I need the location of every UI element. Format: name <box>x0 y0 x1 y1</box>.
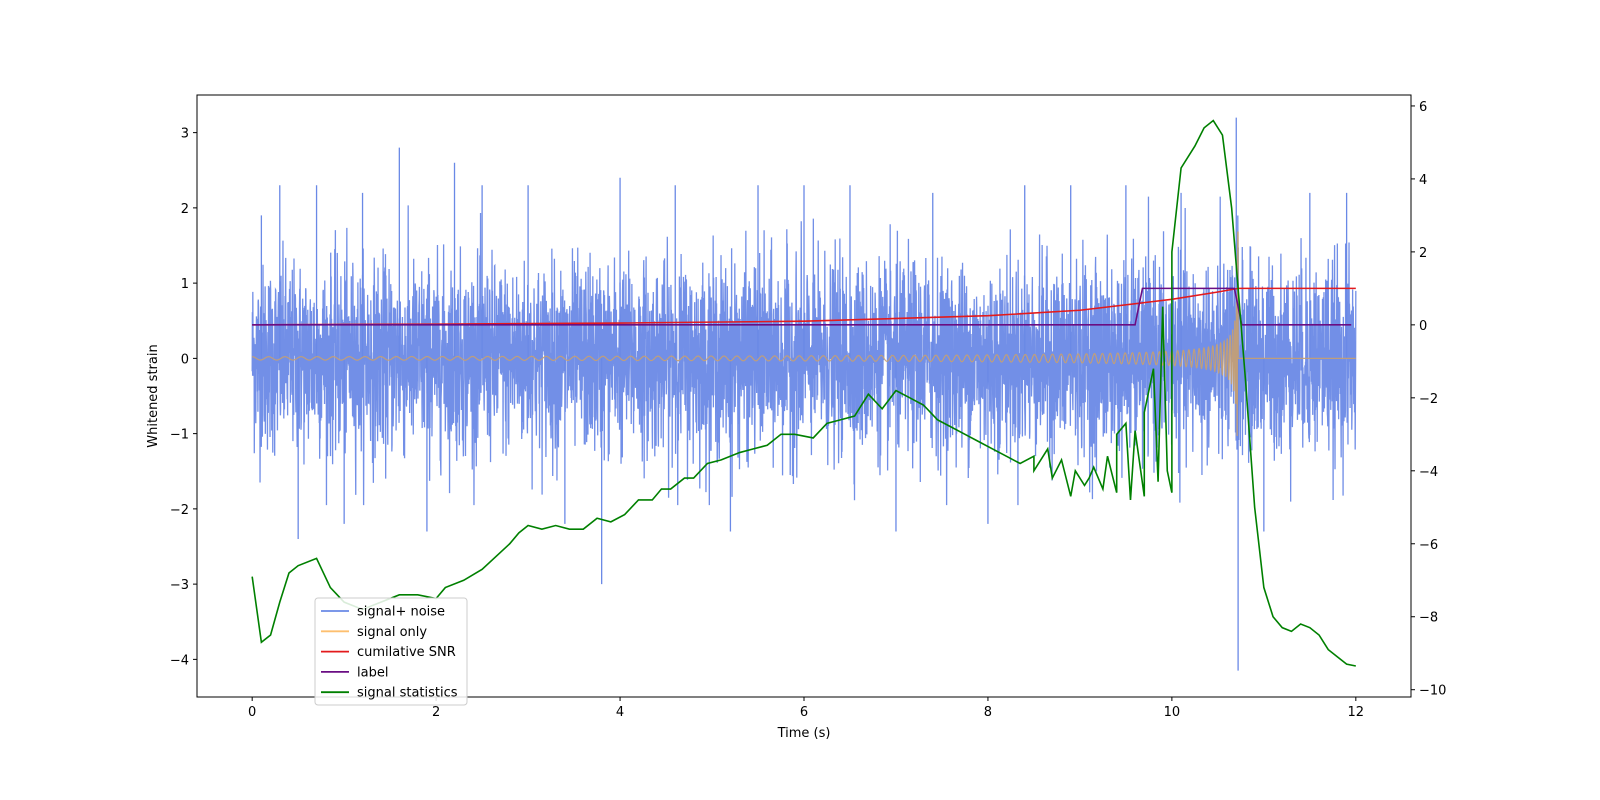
y-tick-label: −4 <box>170 653 189 668</box>
x-tick-label: 12 <box>1348 705 1365 720</box>
y2-tick-label: 0 <box>1419 319 1427 334</box>
y2-axis-ticks: −10 −8 −6 −4 −2 0 2 4 6 <box>1411 100 1446 699</box>
y2-tick-label: −8 <box>1419 611 1438 626</box>
series-signal-statistics <box>251 119 1356 667</box>
legend-label: signal only <box>357 625 427 640</box>
legend-label: signal+ noise <box>357 605 445 620</box>
x-tick-label: 10 <box>1164 705 1181 720</box>
y-tick-label: 2 <box>181 202 189 217</box>
x-tick-label: 0 <box>248 705 256 720</box>
legend-label: label <box>357 665 388 680</box>
y-axis-ticks: −4 −3 −2 −1 0 1 2 3 <box>170 127 197 668</box>
x-tick-label: 4 <box>616 705 624 720</box>
y2-tick-label: −10 <box>1419 684 1446 699</box>
y-tick-label: −2 <box>170 503 189 518</box>
legend: signal+ noise signal only cumilative SNR la… <box>314 597 468 706</box>
series-label <box>252 287 1352 326</box>
y2-tick-label: 4 <box>1419 173 1427 188</box>
x-tick-label: 2 <box>432 705 440 720</box>
legend-label: signal statistics <box>357 686 458 701</box>
legend-label: cumilative SNR <box>357 645 456 660</box>
legend-box <box>314 597 468 706</box>
y2-tick-label: 2 <box>1419 246 1427 261</box>
y-tick-label: 1 <box>181 277 189 292</box>
y2-tick-label: −2 <box>1419 392 1438 407</box>
y2-tick-label: 6 <box>1419 100 1427 115</box>
right-axis-series-layer <box>251 119 1356 667</box>
y2-tick-label: −4 <box>1419 465 1438 480</box>
series-cumilative-snr <box>252 287 1356 326</box>
y-tick-label: 3 <box>181 127 189 142</box>
x-tick-label: 6 <box>800 705 808 720</box>
signal-noise-layer <box>251 117 1357 671</box>
y-tick-label: −3 <box>170 578 189 593</box>
x-tick-label: 8 <box>984 705 992 720</box>
y2-tick-label: −6 <box>1419 538 1438 553</box>
y-tick-label: −1 <box>170 428 189 443</box>
y-tick-label: 0 <box>181 352 189 367</box>
x-axis-label: Time (s) <box>777 726 831 741</box>
y-axis-label: Whitened strain <box>146 344 161 447</box>
